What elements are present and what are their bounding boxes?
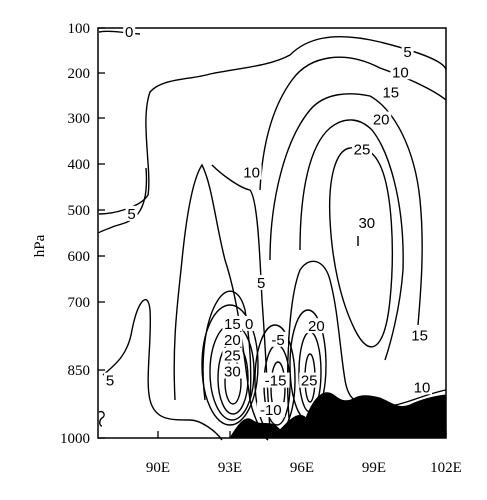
contour-label: 0 [125,24,133,41]
contour-label: 10 [414,379,431,396]
contour-label-bg [390,64,411,80]
x-tick-label: 99E [362,460,386,476]
contour-label: 10 [392,64,409,81]
contour-label: 0 [245,316,253,333]
contour-label-bg [268,331,288,347]
contour-label-bg [222,363,243,379]
contour-line-5-center [202,290,252,401]
contour-label-bg [306,318,327,334]
contour-label: 5 [106,373,114,390]
contour-label-bg [261,372,290,388]
contour-label-bg [371,111,392,127]
contour-label: 30 [358,215,375,232]
contour-label: 30 [224,364,241,381]
contour-label: 5 [257,275,265,292]
y-tick-label: 100 [68,21,91,37]
contour-label-bg [256,402,285,418]
contour-label: -10 [260,402,282,419]
y-axis-label: hPa [32,234,48,257]
contour-label: 10 [243,165,260,182]
contour-line-10-outer [259,56,447,191]
y-tick-label: 600 [68,249,91,265]
x-tick-label: 96E [290,460,314,476]
contour-line-20 [299,119,404,361]
contour-label: 20 [373,112,390,129]
contour-label: 15 [224,316,241,333]
x-tick-label: 102E [430,460,462,476]
contour-label-bg [356,215,377,231]
contour-label-bg [243,315,256,331]
y-axis: 100 200 300 400 500 600 700 850 1000 [60,21,105,447]
x-axis: 90E 93E 96E 99E 102E [146,431,462,476]
contour-label-bg [104,372,116,388]
contour-label-bg [222,331,243,347]
contour-label: 20 [308,318,325,335]
contour-label-bg [380,84,401,100]
contour-label-bg [255,274,268,290]
contour-label-bg [299,372,320,388]
contour-line-25-loop [328,146,393,348]
contour-label: 20 [224,332,241,349]
contour-label-bg [123,23,136,39]
contour-label-bg [409,327,430,343]
x-tick-label: 93E [218,460,242,476]
contour-label-bg [222,347,243,363]
contour-label: 25 [354,142,371,159]
y-tick-label: 700 [68,295,91,311]
terrain-fill [229,392,447,439]
contour-label-bg [412,379,432,395]
contour-line-small-left [98,410,105,427]
contour-label-bg [125,205,138,221]
contour-label-bg [401,44,414,59]
contour-line-0-top [98,30,141,35]
y-tick-label: 1000 [60,431,90,447]
contour-label: 25 [224,348,241,365]
contour-loop-15-left [201,304,259,426]
contour-line-5-lower-left [102,298,223,441]
contour-lines [98,30,447,441]
contour-label: -15 [265,373,287,390]
contour-label: 5 [403,44,411,61]
contour-label-bg [352,141,372,157]
contour-label: 25 [301,373,318,390]
contour-line-5-left [98,167,148,234]
contour-label-bg [241,164,262,180]
x-tick-label: 90E [146,460,170,476]
y-tick-label: 300 [68,111,91,127]
contour-label: 15 [411,327,428,344]
y-tick-label: 400 [68,157,91,173]
y-tick-label: 200 [68,66,91,82]
y-tick-label: 500 [68,203,91,219]
contour-label: -5 [271,332,284,349]
contour-line-15 [269,93,423,326]
contour-line-5-outer [98,35,447,215]
y-tick-label: 850 [68,363,91,379]
contour-label: 5 [127,206,135,223]
contour-label: 15 [382,85,399,102]
contour-label-bg [222,315,243,331]
